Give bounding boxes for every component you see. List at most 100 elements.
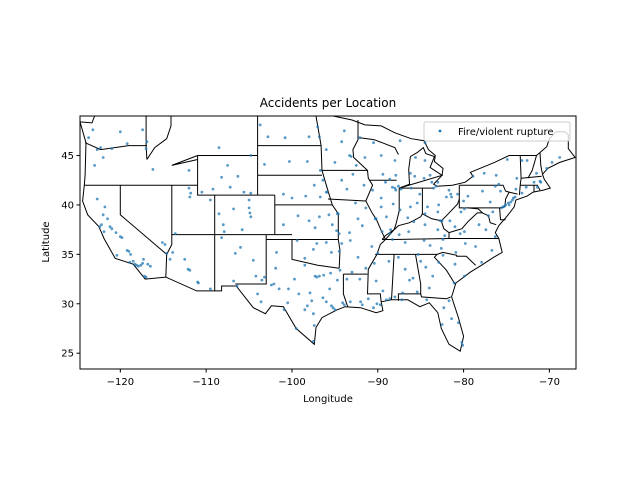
data-point	[312, 312, 315, 316]
data-point	[505, 158, 509, 161]
state-border-5	[146, 116, 172, 160]
x-axis: −120 −110 −100 −90 −80 −70	[107, 369, 560, 388]
state-border-37	[436, 251, 476, 266]
data-point	[330, 304, 333, 308]
data-point	[260, 278, 264, 282]
data-point	[354, 201, 357, 205]
data-point	[188, 195, 192, 199]
data-point	[333, 161, 337, 164]
data-point	[274, 266, 278, 270]
data-point	[436, 180, 440, 184]
data-point	[95, 148, 99, 152]
data-point	[407, 230, 411, 234]
state-border-42	[448, 212, 483, 234]
data-point	[371, 188, 374, 192]
data-point	[324, 241, 328, 244]
data-point	[307, 219, 311, 223]
data-point	[287, 287, 290, 291]
data-point	[145, 140, 149, 144]
data-point	[384, 180, 387, 184]
data-point	[440, 323, 444, 326]
data-point	[350, 270, 354, 274]
state-border-39	[440, 220, 450, 239]
data-point	[151, 168, 155, 171]
data-point	[430, 180, 434, 184]
data-point	[114, 231, 118, 235]
data-point	[325, 190, 329, 194]
data-point	[200, 190, 204, 194]
data-point	[515, 176, 519, 180]
data-point	[318, 135, 321, 139]
data-point	[447, 299, 451, 303]
data-point	[378, 303, 382, 307]
data-point	[163, 243, 167, 246]
data-point	[424, 265, 428, 269]
data-point	[312, 324, 316, 327]
data-point	[141, 261, 145, 265]
data-point	[399, 187, 403, 191]
state-border-3	[119, 185, 168, 255]
data-point	[379, 154, 383, 157]
data-point	[233, 252, 237, 255]
data-point	[471, 174, 475, 178]
data-point	[296, 214, 300, 218]
state-border-11	[235, 234, 267, 285]
data-point	[388, 232, 392, 236]
data-point	[288, 160, 291, 163]
data-point	[142, 257, 145, 261]
data-point	[463, 242, 467, 245]
data-point	[393, 295, 397, 299]
data-point	[336, 278, 339, 282]
data-point	[442, 306, 446, 310]
data-point	[256, 292, 259, 296]
data-point	[358, 136, 362, 140]
data-point	[312, 183, 316, 187]
data-point	[376, 252, 380, 255]
data-point	[313, 226, 317, 230]
data-point	[411, 276, 415, 280]
data-point	[389, 228, 392, 232]
data-point	[249, 215, 253, 219]
state-boundaries	[80, 116, 576, 352]
data-point	[360, 303, 364, 307]
data-point	[449, 192, 453, 196]
data-point	[388, 297, 392, 301]
data-point	[419, 259, 423, 263]
data-point	[87, 136, 90, 140]
data-point	[315, 275, 319, 279]
data-point	[103, 205, 107, 209]
data-point	[91, 128, 95, 132]
data-point	[330, 223, 334, 227]
data-point	[443, 234, 447, 238]
data-point	[171, 251, 175, 254]
data-point	[409, 205, 412, 209]
data-point	[228, 185, 232, 189]
data-point	[101, 213, 105, 217]
data-point	[493, 184, 497, 188]
data-point	[247, 206, 251, 210]
data-point	[318, 169, 322, 172]
data-point	[461, 343, 465, 347]
data-point	[240, 228, 244, 232]
data-point	[499, 189, 502, 193]
data-point	[108, 225, 112, 229]
data-point	[235, 284, 239, 288]
data-point	[345, 277, 349, 281]
data-point	[497, 182, 501, 186]
state-border-28	[381, 188, 400, 240]
data-point	[342, 303, 346, 307]
data-point	[282, 192, 285, 196]
state-border-46	[459, 184, 518, 195]
state-border-52	[527, 155, 537, 179]
data-point	[441, 253, 445, 257]
data-point	[441, 238, 445, 241]
data-point	[263, 163, 266, 166]
data-point	[381, 172, 385, 176]
data-point	[248, 211, 252, 215]
data-point	[98, 225, 102, 229]
data-point	[345, 187, 349, 191]
x-axis-label: Longitude	[303, 394, 353, 405]
data-point	[462, 199, 465, 203]
data-point	[110, 147, 114, 151]
data-point	[304, 194, 308, 198]
